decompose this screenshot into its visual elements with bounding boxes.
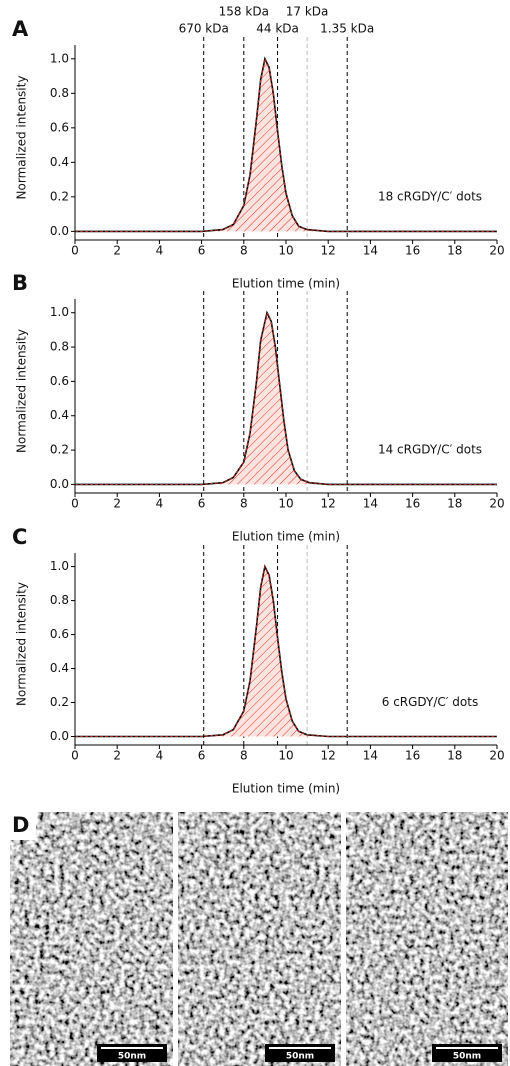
x-tick-label: 20: [489, 244, 504, 258]
x-tick-label: 10: [278, 749, 293, 763]
x-tick-label: 12: [321, 244, 336, 258]
marker-label: 1.35 kDa: [320, 22, 374, 36]
marker-label: 44 kDa: [256, 22, 299, 36]
tem-image: [178, 812, 341, 1066]
y-axis-label: Normalized intensity: [15, 582, 29, 706]
x-axis-label: Elution time (min): [232, 782, 340, 796]
x-tick-label: 18: [447, 244, 462, 258]
y-tick-label: 0.0: [50, 224, 69, 238]
tem-image: [10, 812, 173, 1066]
marker-label: 158 kDa: [219, 5, 269, 19]
x-axis-label: Elution time (min): [232, 277, 340, 291]
fit-line: [75, 565, 497, 737]
x-tick-label: 2: [113, 244, 121, 258]
annotation: 18 cRGDY/C′ dots: [378, 189, 482, 203]
y-tick-label: 0.2: [50, 189, 69, 203]
panel-label: B: [12, 271, 28, 295]
x-axis-label: Elution time (min): [232, 530, 340, 544]
panel-label: A: [12, 17, 29, 41]
y-axis-label: Normalized intensity: [15, 329, 29, 453]
x-tick-label: 8: [240, 497, 248, 511]
marker-label: 17 kDa: [286, 5, 329, 19]
annotation: 14 cRGDY/C′ dots: [378, 443, 482, 457]
x-tick-label: 16: [405, 497, 420, 511]
y-tick-label: 0.2: [50, 443, 69, 457]
fit-line: [75, 311, 497, 485]
annotation: 6 cRGDY/C′ dots: [382, 695, 478, 709]
x-tick-label: 14: [363, 497, 378, 511]
x-tick-label: 18: [447, 749, 462, 763]
peak-area: [75, 58, 497, 232]
x-tick-label: 8: [240, 244, 248, 258]
x-tick-label: 8: [240, 749, 248, 763]
tem-image: [346, 812, 508, 1066]
y-tick-label: 0.6: [50, 627, 69, 641]
y-tick-label: 0.0: [50, 729, 69, 743]
x-tick-label: 12: [321, 497, 336, 511]
y-tick-label: 0.4: [50, 155, 69, 169]
y-axis-label: Normalized intensity: [15, 76, 29, 200]
x-tick-label: 20: [489, 749, 504, 763]
y-tick-label: 1.0: [50, 305, 69, 319]
scale-bar-label: 50nm: [453, 1052, 481, 1062]
fit-line: [75, 57, 497, 232]
y-tick-label: 0.2: [50, 695, 69, 709]
x-tick-label: 0: [71, 244, 79, 258]
peak-area: [75, 566, 497, 737]
y-tick-label: 0.8: [50, 340, 69, 354]
x-tick-label: 4: [156, 497, 164, 511]
y-tick-label: 0.6: [50, 374, 69, 388]
y-tick-label: 0.8: [50, 86, 69, 100]
y-tick-label: 1.0: [50, 51, 69, 65]
x-tick-label: 20: [489, 497, 504, 511]
x-tick-label: 10: [278, 244, 293, 258]
x-tick-label: 6: [198, 244, 206, 258]
y-tick-label: 0.0: [50, 477, 69, 491]
x-tick-label: 12: [321, 749, 336, 763]
scale-bar-label: 50nm: [118, 1052, 146, 1062]
x-tick-label: 0: [71, 497, 79, 511]
y-tick-label: 1.0: [50, 559, 69, 573]
x-tick-label: 14: [363, 244, 378, 258]
x-tick-label: 0: [71, 749, 79, 763]
panel-label: C: [12, 525, 27, 549]
y-tick-label: 0.6: [50, 120, 69, 134]
x-tick-label: 16: [405, 749, 420, 763]
x-tick-label: 18: [447, 497, 462, 511]
marker-label: 670 kDa: [179, 22, 229, 36]
y-tick-label: 0.4: [50, 661, 69, 675]
peak-area: [75, 312, 497, 485]
x-tick-label: 2: [113, 497, 121, 511]
x-tick-label: 2: [113, 749, 121, 763]
x-tick-label: 6: [198, 497, 206, 511]
x-tick-label: 16: [405, 244, 420, 258]
y-tick-label: 0.8: [50, 593, 69, 607]
x-tick-label: 6: [198, 749, 206, 763]
scale-bar-label: 50nm: [286, 1052, 314, 1062]
x-tick-label: 4: [156, 244, 164, 258]
x-tick-label: 4: [156, 749, 164, 763]
x-tick-label: 10: [278, 497, 293, 511]
panel-label: D: [12, 813, 29, 837]
panel-label-bg: [8, 808, 36, 840]
x-tick-label: 14: [363, 749, 378, 763]
y-tick-label: 0.4: [50, 408, 69, 422]
